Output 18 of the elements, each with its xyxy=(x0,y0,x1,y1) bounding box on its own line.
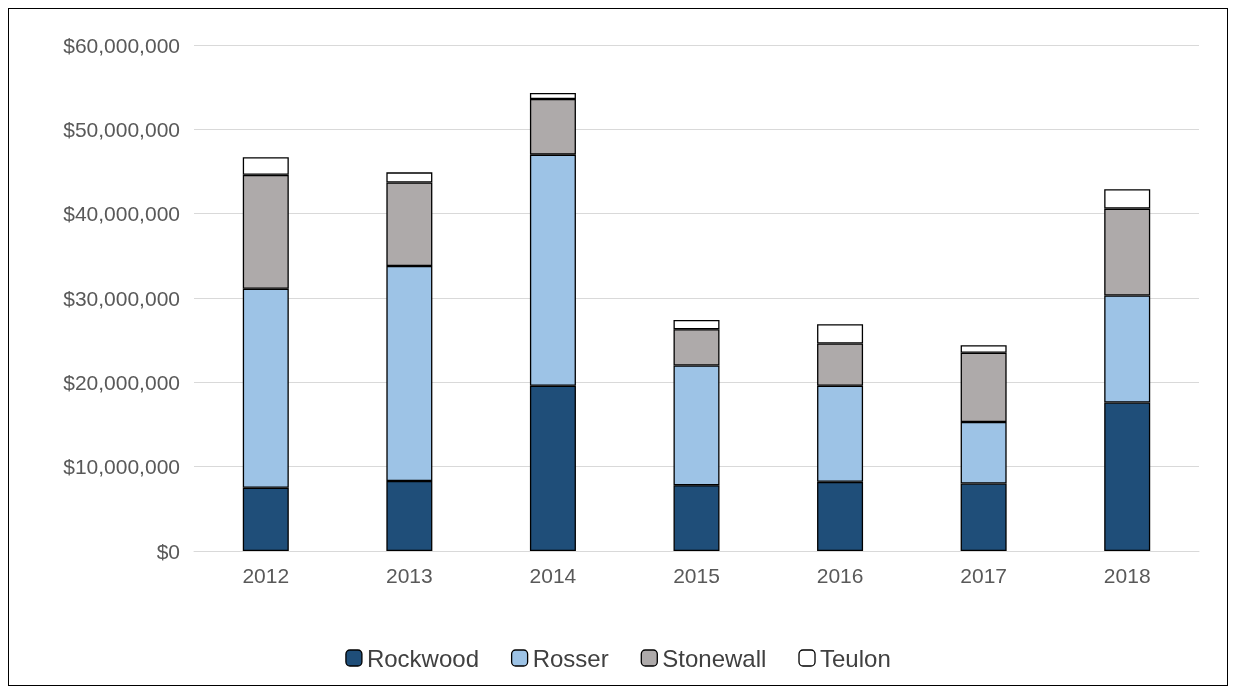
y-tick-label: $50,000,000 xyxy=(63,117,180,141)
y-tick-label: $60,000,000 xyxy=(63,33,180,57)
x-tick-label: 2014 xyxy=(529,564,577,587)
x-tick-label: 2015 xyxy=(673,564,720,587)
x-tick-label: 2013 xyxy=(386,564,433,587)
legend-label: Stonewall xyxy=(662,644,767,672)
x-tick-label: 2017 xyxy=(960,564,1007,587)
y-tick-label: $10,000,000 xyxy=(63,455,180,479)
x-tick-label: 2012 xyxy=(242,564,290,587)
x-tick-label: 2018 xyxy=(1103,564,1151,587)
legend-label: Rockwood xyxy=(366,644,479,672)
y-tick-label: $40,000,000 xyxy=(63,202,180,226)
legend-label: Teulon xyxy=(820,644,891,672)
legend-label: Rosser xyxy=(532,644,609,672)
y-tick-label: $30,000,000 xyxy=(63,286,180,310)
y-tick-label: $0 xyxy=(156,539,180,563)
x-tick-label: 2016 xyxy=(816,564,864,587)
y-tick-label: $20,000,000 xyxy=(63,370,180,394)
